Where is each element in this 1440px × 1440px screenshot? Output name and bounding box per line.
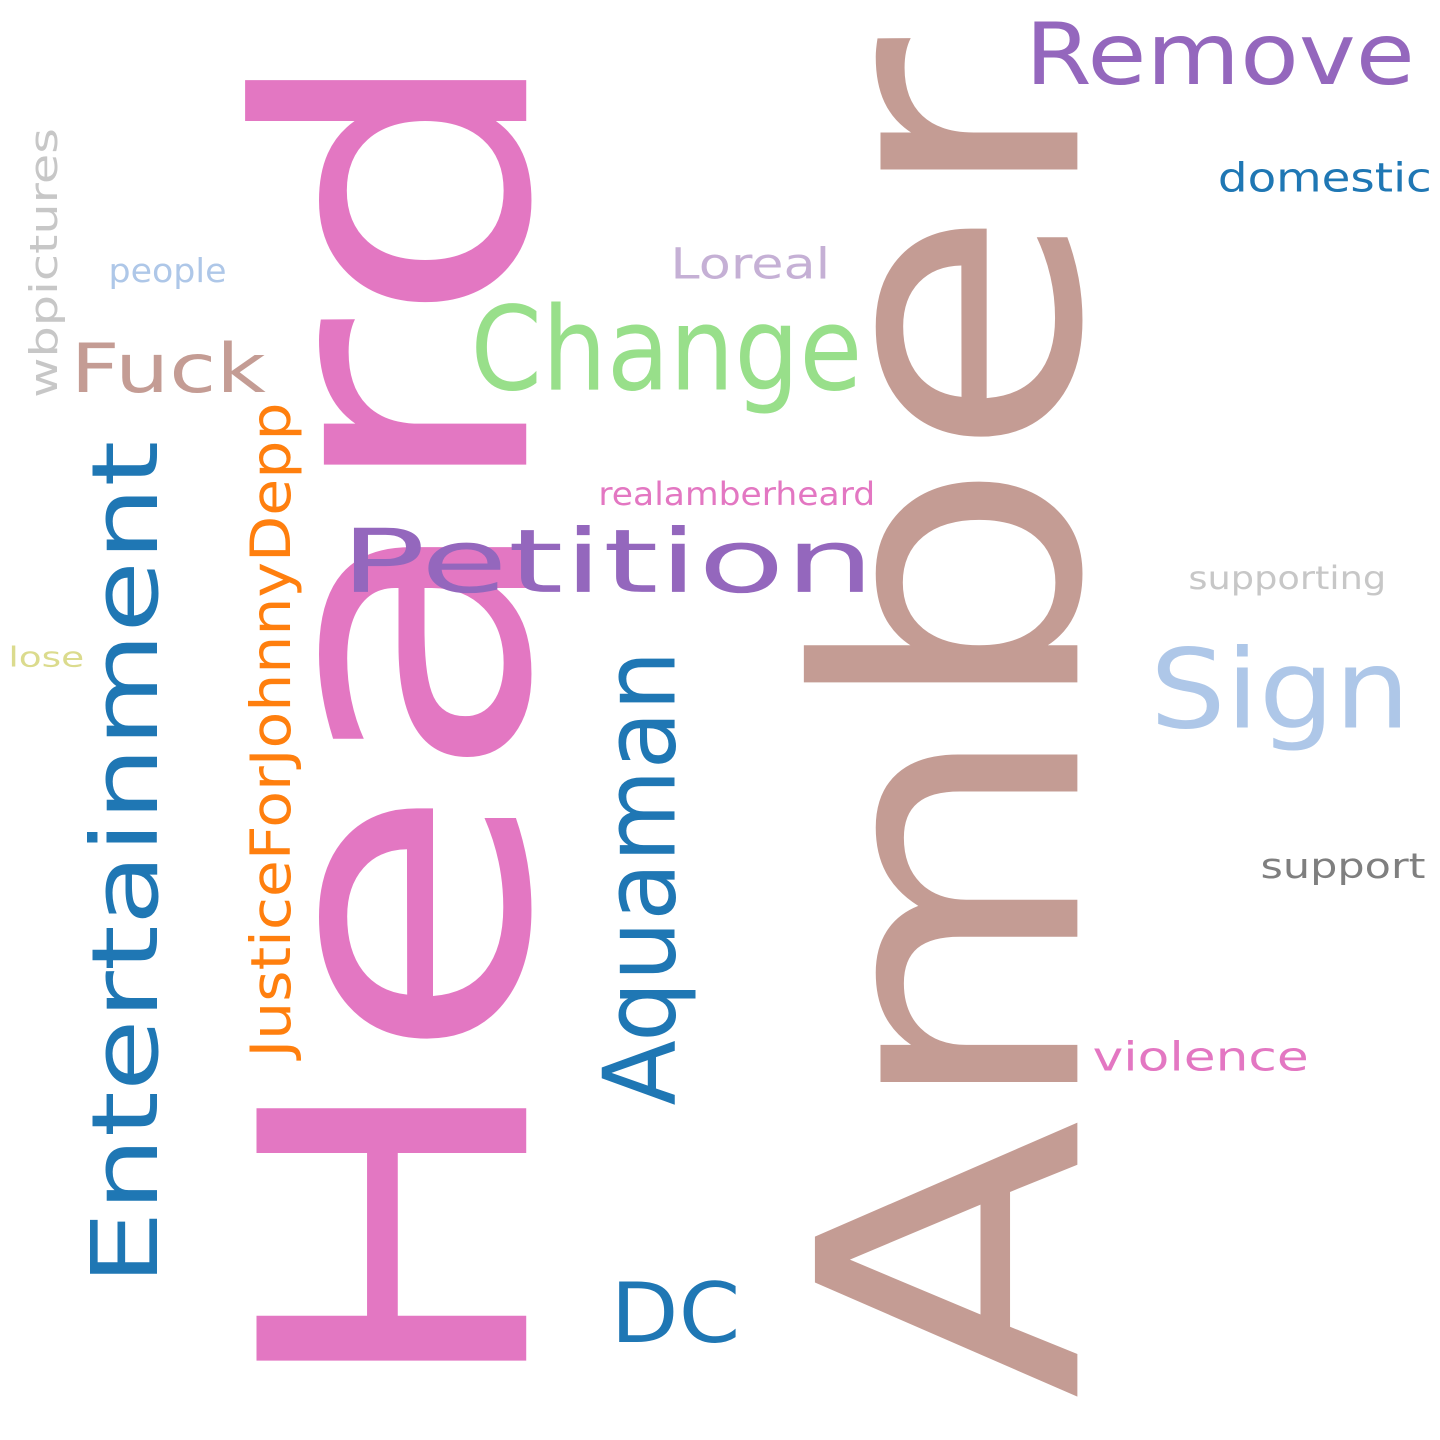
word-entertainment: Entertainment	[71, 440, 180, 1285]
word-supporting: supporting	[1187, 559, 1386, 597]
word-domestic: domestic	[1217, 154, 1432, 202]
word-loreal: Loreal	[669, 238, 830, 289]
word-violence: violence	[1092, 1033, 1309, 1081]
word-dc: DC	[609, 1264, 740, 1362]
word-justiceforjohnnydepp: JusticeForJohnnyDepp	[238, 401, 303, 1058]
word-fuck: Fuck	[70, 328, 266, 409]
word-realamberheard: realamberheard	[597, 475, 875, 513]
word-petition: Petition	[340, 510, 875, 614]
word-support: support	[1259, 844, 1425, 886]
word-change: Change	[470, 281, 862, 418]
word-aquaman: Aquaman	[580, 650, 698, 1105]
word-wbpictures: wbpictures	[21, 128, 66, 398]
word-remove: Remove	[1024, 4, 1415, 105]
word-sign: Sign	[1149, 625, 1411, 754]
word-people: people	[107, 251, 226, 290]
word-lose: lose	[7, 640, 84, 674]
